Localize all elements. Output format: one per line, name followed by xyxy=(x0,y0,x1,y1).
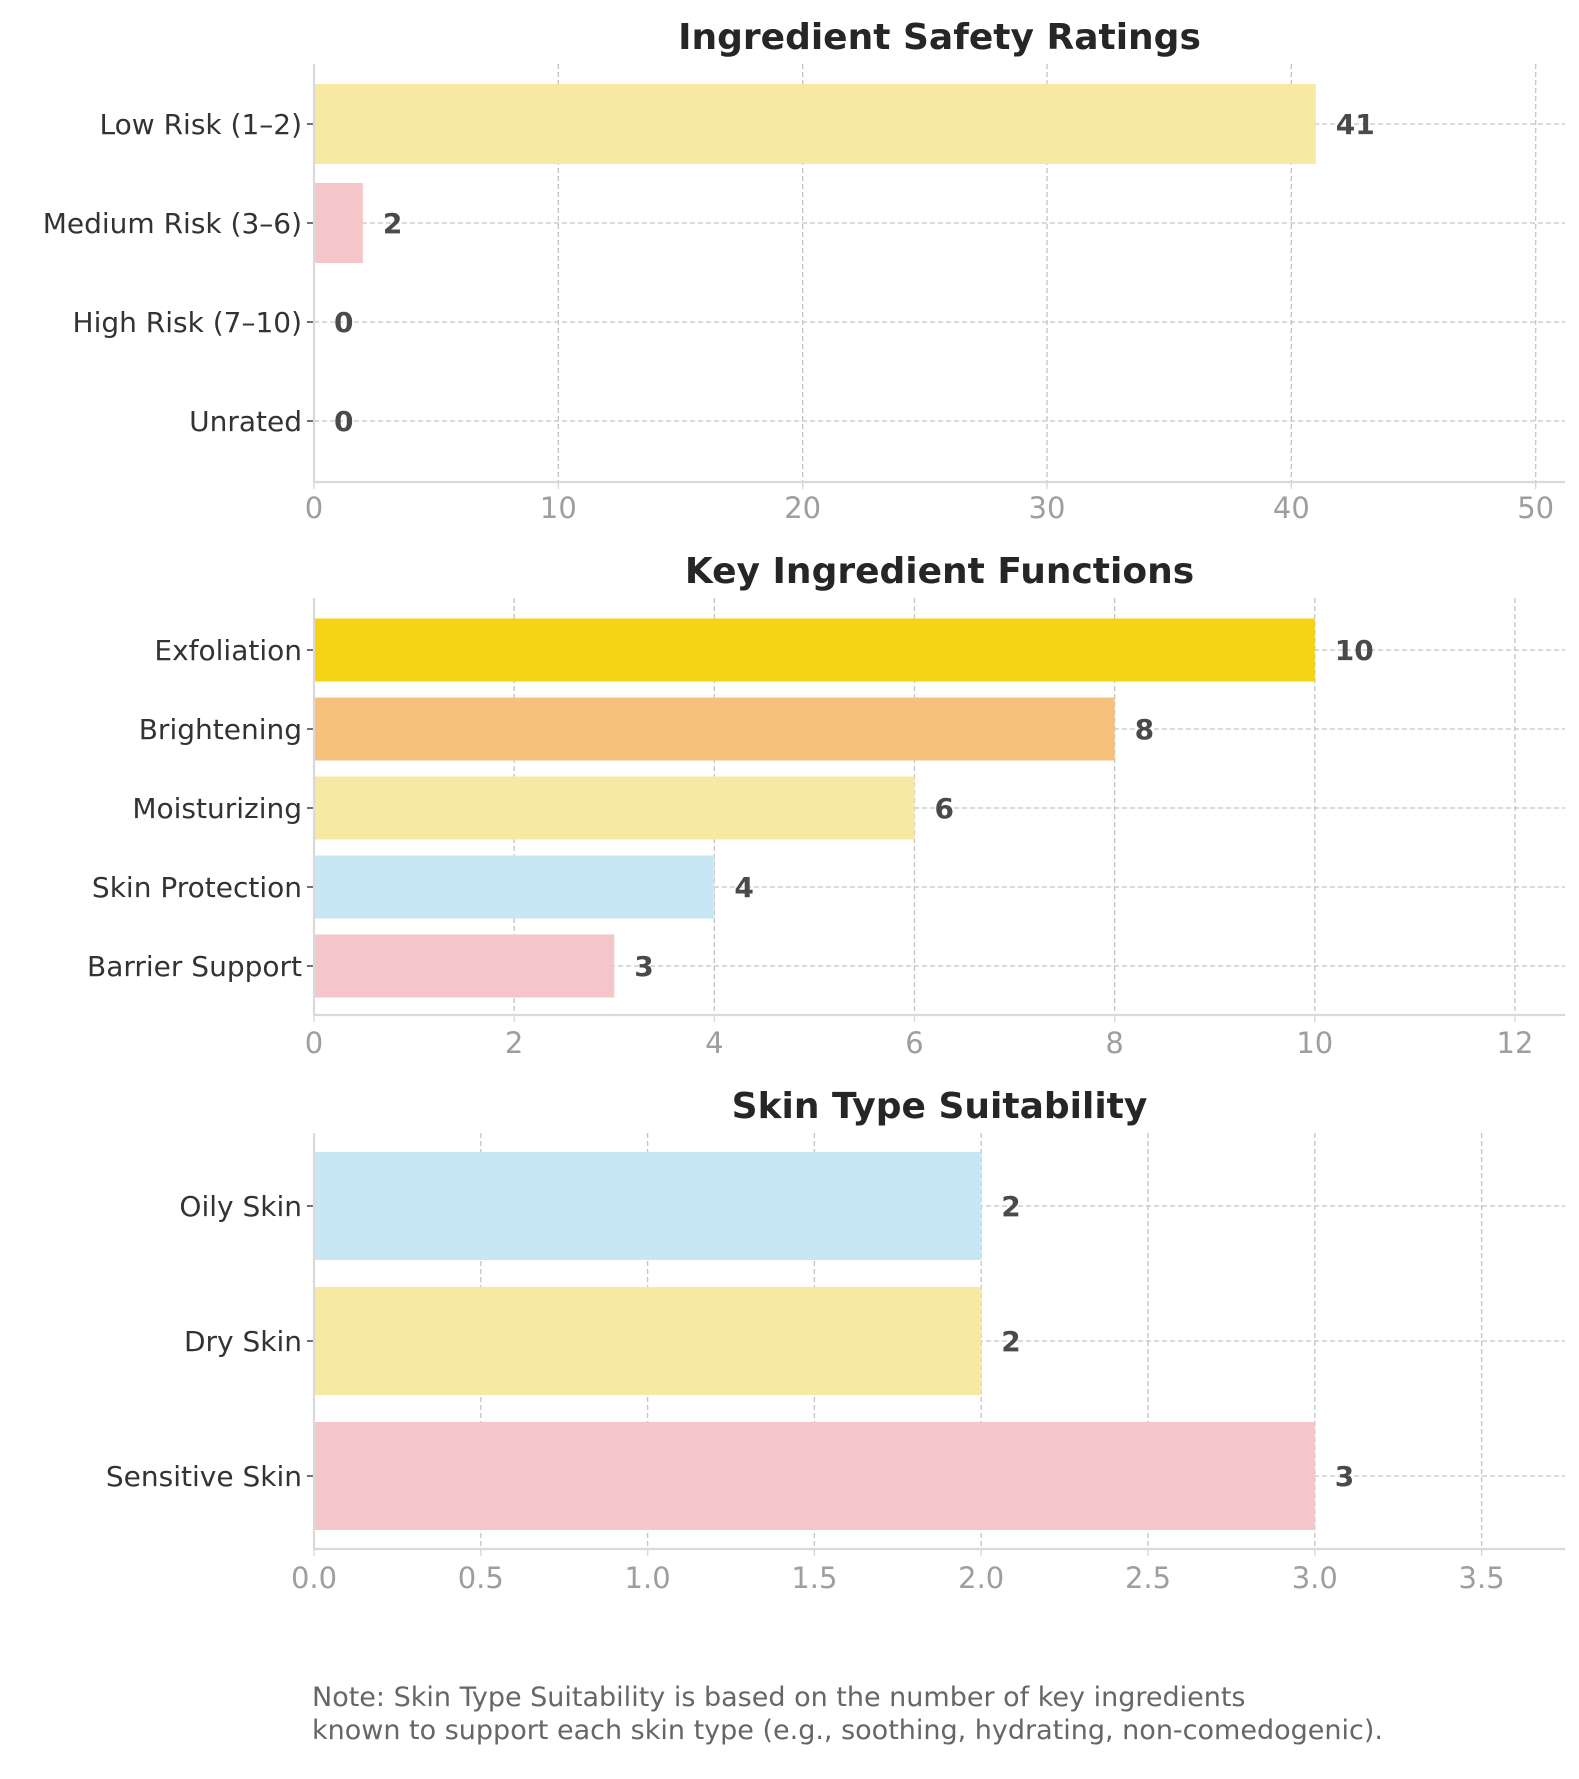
bar xyxy=(314,1287,982,1395)
x-tick-label: 4 xyxy=(705,1026,723,1060)
category-label: Exfoliation xyxy=(154,634,302,667)
x-tick-label: 3.0 xyxy=(1292,1561,1338,1595)
x-tick-label: 30 xyxy=(1029,491,1066,525)
x-tick-label: 20 xyxy=(784,491,821,525)
bar xyxy=(314,618,1315,682)
x-tick-label: 0 xyxy=(305,1026,323,1060)
value-label: 4 xyxy=(734,871,753,904)
chart-panel-2: Key Ingredient Functions 0 2 4 6 8 10 12 Exfolia… xyxy=(87,551,1565,1060)
category-label: Moisturizing xyxy=(132,792,302,825)
value-label: 2 xyxy=(383,207,402,240)
category-label: Brightening xyxy=(139,713,302,746)
category-label: High Risk (7–10) xyxy=(73,306,302,339)
category-label: Oily Skin xyxy=(179,1190,302,1223)
footnote-line-2: known to support each skin type (e.g., s… xyxy=(312,1715,1383,1746)
value-label: 3 xyxy=(634,950,653,983)
value-label: 10 xyxy=(1335,634,1374,667)
category-label: Barrier Support xyxy=(87,950,302,983)
category-label: Low Risk (1–2) xyxy=(100,108,302,141)
x-tick-label: 10 xyxy=(540,491,577,525)
category-label: Dry Skin xyxy=(184,1325,302,1358)
x-tick-label: 10 xyxy=(1296,1026,1333,1060)
bar xyxy=(314,1422,1315,1530)
x-tick-label: 1.0 xyxy=(625,1561,671,1595)
value-label: 2 xyxy=(1001,1190,1020,1223)
category-label: Unrated xyxy=(189,405,302,438)
chart-panel-3: Skin Type Suitability 0.0 0.5 1.0 1.5 2.0 2.5 3… xyxy=(106,1086,1565,1595)
x-tick-label: 2.5 xyxy=(1125,1561,1171,1595)
x-tick-label: 0.5 xyxy=(458,1561,504,1595)
value-label: 6 xyxy=(934,792,953,825)
x-tick-label: 0 xyxy=(305,491,323,525)
category-label: Medium Risk (3–6) xyxy=(43,207,302,240)
category-label: Skin Protection xyxy=(92,871,302,904)
x-tick-label: 12 xyxy=(1497,1026,1534,1060)
x-tick-label: 6 xyxy=(905,1026,923,1060)
bar xyxy=(314,776,915,840)
bar xyxy=(314,855,715,919)
bar xyxy=(314,84,1316,164)
x-tick-label: 1.5 xyxy=(791,1561,837,1595)
x-tick-label: 0.0 xyxy=(291,1561,337,1595)
x-tick-label: 50 xyxy=(1517,491,1554,525)
x-tick-label: 2 xyxy=(505,1026,523,1060)
bar xyxy=(314,697,1115,761)
chart-title: Skin Type Suitability xyxy=(732,1086,1148,1127)
value-label: 3 xyxy=(1335,1460,1354,1493)
footnote: Note: Skin Type Suitability is based on … xyxy=(312,1681,1383,1747)
value-label: 0 xyxy=(334,306,353,339)
bar xyxy=(314,183,363,263)
value-label: 41 xyxy=(1336,108,1375,141)
value-label: 2 xyxy=(1001,1325,1020,1358)
value-label: 8 xyxy=(1135,713,1154,746)
x-tick-label: 2.0 xyxy=(958,1561,1004,1595)
footnote-line-1: Note: Skin Type Suitability is based on … xyxy=(312,1682,1246,1713)
x-tick-label: 40 xyxy=(1273,491,1310,525)
x-tick-label: 8 xyxy=(1105,1026,1123,1060)
bar xyxy=(314,934,615,998)
chart-title: Key Ingredient Functions xyxy=(685,551,1194,592)
bar xyxy=(314,1152,982,1260)
chart-title: Ingredient Safety Ratings xyxy=(678,17,1201,58)
x-tick-label: 3.5 xyxy=(1459,1561,1505,1595)
category-label: Sensitive Skin xyxy=(106,1460,302,1493)
value-label: 0 xyxy=(334,405,353,438)
